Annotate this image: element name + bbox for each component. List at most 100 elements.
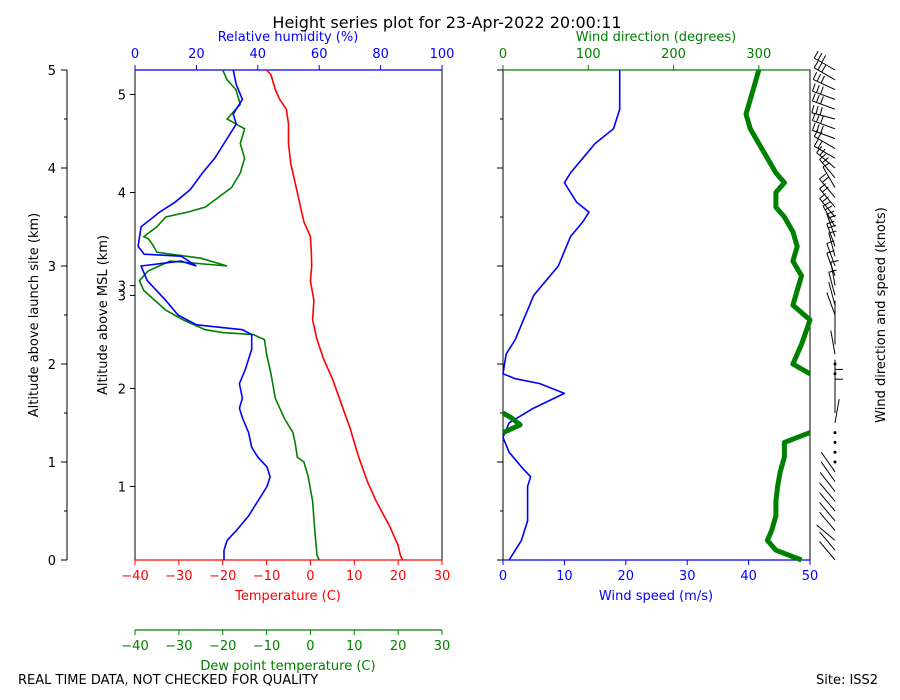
wind-barbs [811, 50, 843, 561]
wind-barb-flag [812, 71, 818, 80]
wind-barb-shaft [819, 541, 836, 561]
wind-barb-calm [833, 431, 837, 435]
winddir-axis-label: Wind direction (degrees) [576, 30, 736, 45]
wind-barb-shaft [811, 112, 836, 120]
wind-barb-flag [817, 141, 823, 149]
rh-tick-label: 80 [372, 47, 389, 62]
windspeed-tick-label: 30 [679, 569, 696, 584]
site-label: Site: ISS2 [816, 673, 879, 688]
msl-altitude-tick-label: 4 [118, 187, 126, 202]
wind-barb-shaft [813, 67, 836, 81]
windspeed-tick-label: 40 [740, 569, 757, 584]
wind-barb-flag [819, 183, 827, 190]
wind-barb-flag [822, 201, 831, 207]
rh-tick-label: 20 [188, 47, 205, 62]
wind-panel: 0 10 20 30 40 50 0 100 200 300 Wind direction (de… [497, 30, 889, 604]
msl-altitude-tick-label: 1 [118, 481, 126, 496]
temperature-tick-label: −20 [209, 569, 236, 584]
wind-barb-shaft [812, 90, 836, 100]
wind-barb-flag [820, 75, 825, 84]
wind-barb-axis-label: Wind direction and speed (knots) [874, 207, 889, 423]
wind-barb-calm [833, 362, 837, 366]
temperature-tick-label: 0 [306, 569, 314, 584]
launch-altitude-tick-label: 2 [48, 358, 56, 373]
temperature-axis-label: Temperature (C) [234, 589, 341, 604]
dewpoint-axis-label: Dew point temperature (C) [200, 659, 375, 674]
wind-barb-flag [819, 193, 827, 199]
wind-barb-flag [822, 162, 831, 168]
winddir-tick-label: 300 [746, 47, 771, 62]
wind-barb-shaft [828, 281, 836, 306]
rh-axis-label: Relative humidity (%) [218, 30, 359, 45]
series-temperature [266, 69, 404, 561]
wind-barb-flag [830, 260, 839, 263]
temperature-tick-label: 10 [346, 569, 363, 584]
wind-barb-shaft [813, 135, 836, 149]
dewpoint-tick-label: 0 [306, 639, 314, 654]
wind-barb-shaft [822, 166, 836, 188]
wind-barb-flag [811, 93, 816, 102]
wind-barb-flag [811, 83, 816, 92]
wind-barb-shaft [812, 120, 836, 130]
launch-altitude-tick-label: 3 [48, 260, 56, 275]
wind-barb-flag [824, 205, 833, 211]
launch-altitude-tick-label: 1 [48, 456, 56, 471]
wind-barb-shaft [813, 57, 836, 71]
wind-barb-flag [816, 124, 820, 133]
series-dew-point [138, 69, 320, 561]
winddir-tick-label: 100 [576, 47, 601, 62]
wind-barb-shaft [816, 152, 836, 169]
wind-barb-flag [816, 84, 820, 93]
wind-barb-shaft [820, 461, 836, 482]
wind-barb-flag [811, 112, 816, 121]
quality-note: REAL TIME DATA, NOT CHECKED FOR QUALITY [18, 673, 319, 688]
launch-altitude-tick-label: 0 [48, 554, 56, 569]
wind-barb-shaft [812, 100, 836, 110]
wind-barb-shaft [816, 524, 836, 541]
wind-barb-shaft [813, 79, 836, 91]
wind-barb-flag [820, 86, 824, 95]
dewpoint-tick-label: 30 [434, 639, 451, 654]
temperature-tick-label: −30 [165, 569, 192, 584]
msl-altitude-tick-label: 3 [118, 280, 126, 295]
dewpoint-tick-label: 20 [390, 639, 407, 654]
windspeed-tick-label: 20 [618, 569, 635, 584]
series-relative-humidity [137, 69, 271, 560]
launch-altitude-label: Altitude above launch site (km) [27, 213, 42, 417]
wind-barb-shaft [830, 330, 836, 355]
msl-altitude-tick-label: 2 [118, 383, 126, 398]
wind-barb-flag [826, 210, 835, 215]
series-wind-direction [501, 410, 523, 435]
wind-barb-flag [819, 153, 827, 160]
wind-barb-flag [819, 173, 827, 180]
wind-barb-shaft [820, 451, 836, 473]
wind-barb-flag [813, 129, 819, 137]
wind-barb-shaft [826, 253, 836, 276]
msl-altitude-tick-label: 3 [118, 289, 126, 304]
wind-barb-shaft [819, 188, 836, 208]
winddir-tick-label: 0 [499, 47, 507, 62]
msl-altitude-label: Altitude above MSL (km) [96, 235, 111, 395]
wind-barb-flag [826, 220, 835, 225]
wind-barb-calm [833, 460, 837, 464]
wind-barb-flag [817, 62, 823, 71]
launch-altitude-tick-label: 5 [48, 64, 56, 79]
temperature-tick-label: 30 [434, 569, 451, 584]
wind-barb-shaft [819, 531, 836, 551]
winddir-tick-label: 200 [661, 47, 686, 62]
wind-barb-flag [821, 55, 827, 63]
wind-plot-area [502, 69, 811, 561]
wind-barb-flag [816, 114, 820, 123]
temperature-tick-label: −10 [253, 569, 280, 584]
wind-barb-flag [822, 186, 829, 193]
msl-altitude-tick-label: 5 [118, 89, 126, 104]
wind-barb-shaft [819, 482, 836, 502]
wind-barb-shaft [819, 511, 836, 531]
wind-barb-flag [813, 50, 819, 59]
wind-barb-shaft [828, 272, 836, 296]
wind-barb-flag [821, 64, 827, 73]
series-wind-direction [743, 69, 813, 376]
chart-title: Height series plot for 23-Apr-2022 20:00… [272, 13, 621, 32]
wind-barb-flag [819, 148, 826, 156]
